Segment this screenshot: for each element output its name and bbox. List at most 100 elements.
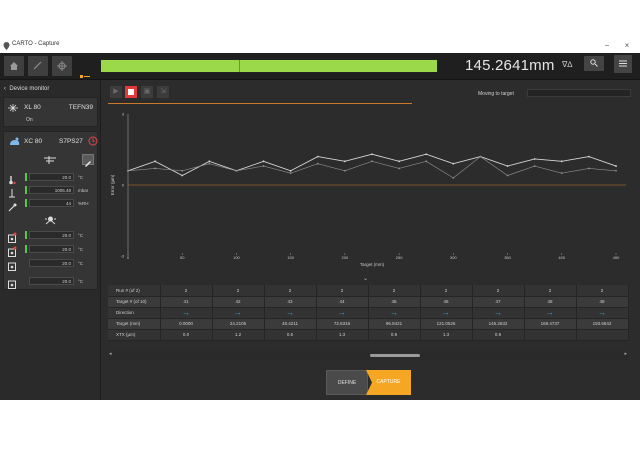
compensator-icon [10,137,20,145]
save-button[interactable]: ▣ [141,86,153,98]
data-point [316,155,319,158]
material-1-indicator [25,231,27,239]
material-temp-3-icon [8,258,17,276]
pressure-value: 1005.48 [54,188,71,193]
crosshair-icon [57,61,67,71]
export-button[interactable]: ⇲ [157,86,169,98]
data-point [316,162,319,165]
data-point [560,160,563,163]
material-temp-4-icon [8,276,17,294]
material-1-unit: °C [78,233,84,238]
data-point [398,160,401,163]
table-cell: 2 [264,285,317,297]
capture-button[interactable]: CAPTURE [366,370,411,395]
table-cell [576,329,629,341]
pressure-unit: mbar [78,188,89,193]
play-button[interactable]: ▶ [110,86,122,98]
window-title: CARTO - Capture [12,41,60,47]
magnifier-icon [590,59,598,67]
target-button[interactable] [52,56,72,76]
table-cell: 72.6316 [316,318,369,330]
data-point [181,169,184,172]
air-sensor-icon [44,156,56,164]
chevron-down-icon[interactable]: ⌄ [363,276,369,282]
scroll-right-icon[interactable]: ▸ [624,351,627,357]
table-cell: 48.4211 [264,318,317,330]
alert-clock-icon[interactable] [88,136,98,146]
x-tick-label: 150 [287,255,294,260]
table-cell: 145.2632 [472,318,525,330]
status-progress-box [527,89,631,97]
pressure-icon [8,186,16,204]
laser-status: On [26,117,33,123]
table-scrollbar[interactable]: ◂ ▸ [108,351,628,360]
hamburger-icon [619,60,627,67]
humidity-value: 44 [65,201,71,206]
stop-button[interactable] [125,86,137,98]
compensator-serial: S7PS27 [59,138,83,145]
table-row: Target (mm) 0.0000 24.2105 48.4211 72.6316 96… [108,318,629,330]
table-cell: 2 [576,285,629,297]
x-tick-label: 0 [127,255,130,260]
laser-card: XL 80 TEFN39 On [3,97,98,127]
table-cell: 2 [316,285,369,297]
status-label: Moving to target [478,91,514,97]
table-cell: 1.3 [316,329,369,341]
material-temp-2-icon [8,244,17,262]
define-button[interactable]: DEFINE [326,370,368,395]
x-tick-label: 50 [180,255,185,260]
air-temperature-icon [8,172,16,190]
home-button[interactable] [4,56,24,76]
material-3-field: 20.0 [29,259,74,267]
table-cell: 45 [368,296,421,308]
row-header: Target (mm) [108,318,161,330]
edit-button[interactable] [82,154,94,167]
data-point [615,165,617,167]
laser-link-icon [80,65,90,78]
x-tick-label: 350 [504,255,511,260]
data-point [560,172,563,175]
table-cell: → [472,307,525,319]
table-cell: 0.9 [472,329,525,341]
data-point [479,155,482,158]
y-tick-label: 0 [122,183,125,188]
table-cell: 46 [420,296,473,308]
zoom-button[interactable] [584,56,604,71]
table-cell: 2 [472,285,525,297]
scroll-left-icon[interactable]: ◂ [109,351,112,357]
material-2-field: 20.0 [29,245,74,253]
table-cell: 0.0 [160,329,213,341]
material-4-field: 20.0 [29,277,74,285]
minimize-button[interactable]: − [604,41,610,50]
material-3-value: 20.0 [62,261,71,266]
table-cell: 1.3 [420,329,473,341]
table-cell: 2 [160,285,213,297]
humidity-field: 44 [29,199,74,207]
series-line-1 [127,153,617,177]
air-temp-unit: °C [78,175,84,180]
y-axis-title: Error (µm) [110,174,115,195]
menu-button[interactable] [614,55,632,73]
table-cell: → [576,307,629,319]
row-header: XTX (µm) [108,329,161,341]
data-point [154,167,157,170]
data-point [371,153,373,156]
stop-icon [128,89,134,95]
data-point [587,155,590,158]
material-temp-1-icon [8,230,17,248]
material-4-value: 20.0 [62,279,71,284]
material-4-unit: °C [78,279,84,284]
table-cell: 169.4737 [524,318,577,330]
close-button[interactable]: × [624,41,630,50]
capture-table: Run # (of 2) 2 2 2 2 2 2 2 2 2 Target # (of 10) 41 4… [108,285,629,341]
table-cell: 193.6842 [576,318,629,330]
row-header: Target # (of 10) [108,296,161,308]
signal-strength-bar [100,59,438,73]
laser-name: XL 80 [24,104,41,111]
device-monitor-header[interactable]: ‹ Device monitor [4,86,49,92]
scrollbar-thumb[interactable] [370,354,420,357]
measure-button[interactable] [28,56,48,76]
table-cell: 42 [212,296,265,308]
table-cell: 2 [212,285,265,297]
